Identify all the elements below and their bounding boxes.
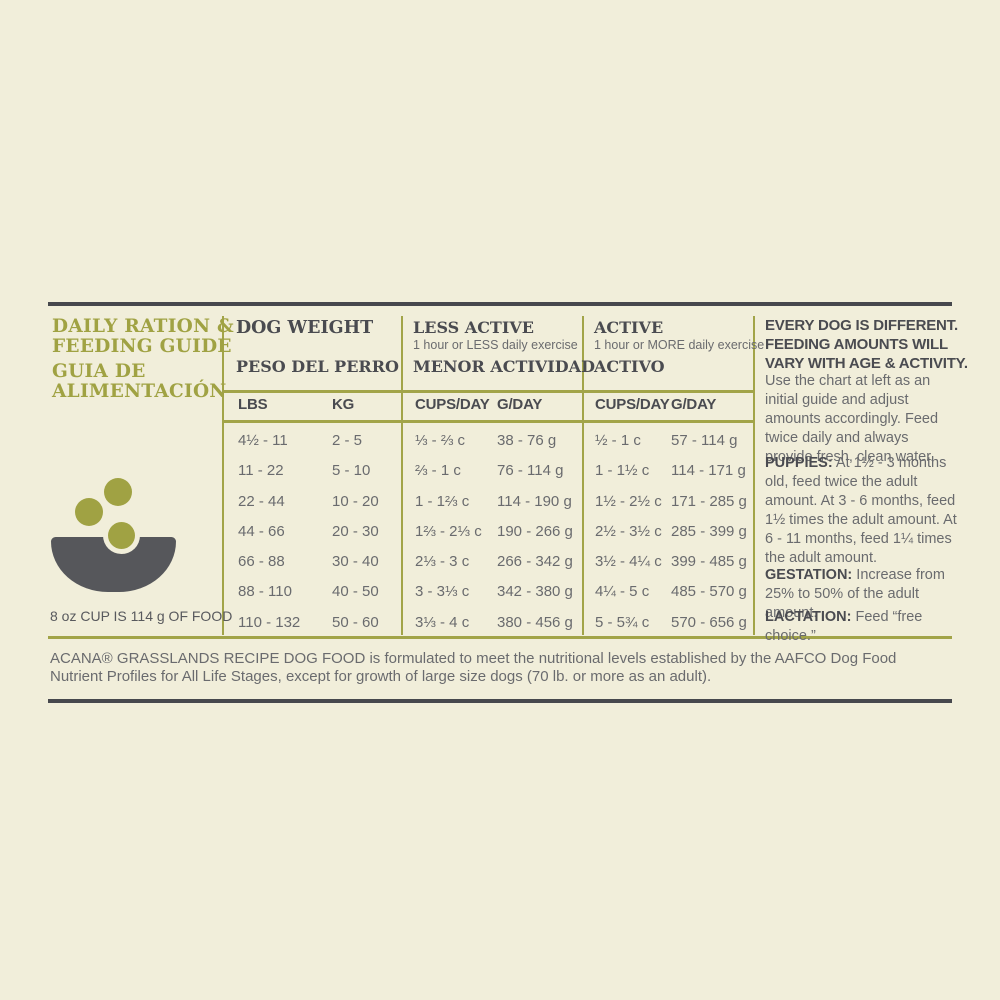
cell-lbs: 66 - 88	[238, 553, 285, 571]
cell-active-cups: 1½ - 2½ c	[595, 492, 662, 510]
kibble-circle-icon	[75, 498, 103, 526]
gestation-label: GESTATION:	[765, 567, 853, 583]
cell-less-active-cups: 1 - 1⅔ c	[415, 492, 470, 510]
lactation-paragraph: LACTATION: Feed “free choice.”	[765, 608, 957, 646]
cell-less-active-cups: 1⅔ - 2⅓ c	[415, 522, 482, 540]
column-separator	[401, 316, 403, 635]
bottom-rule	[48, 699, 952, 703]
cell-active-grams: 485 - 570 g	[671, 583, 747, 601]
active-header-en: ACTIVE	[594, 318, 664, 337]
cell-active-cups: 5 - 5¾ c	[595, 613, 650, 631]
advisory-heading-line1: EVERY DOG IS DIFFERENT.	[765, 317, 958, 334]
cell-kg: 40 - 50	[332, 583, 379, 601]
cell-lbs: 110 - 132	[238, 613, 301, 631]
aafco-statement: ACANA® GRASSLANDS RECIPE DOG FOOD is for…	[50, 650, 897, 685]
cell-less-active-grams: 342 - 380 g	[497, 583, 573, 601]
cell-lbs: 88 - 110	[238, 583, 292, 601]
cell-active-grams: 114 - 171 g	[671, 462, 746, 480]
top-rule	[48, 302, 952, 306]
cell-less-active-cups: ⅓ - ⅔ c	[415, 432, 466, 449]
lactation-label: LACTATION:	[765, 609, 852, 625]
cell-less-active-cups: 3 - 3⅓ c	[415, 583, 470, 601]
table-row: 44 - 66 20 - 30 1⅔ - 2⅓ c 190 - 266 g 2½…	[222, 518, 753, 548]
panel-subtitle-line2: ALIMENTACIÓN	[52, 380, 227, 402]
feeding-table-body: 4½ - 11 2 - 5 ⅓ - ⅔ c 38 - 76 g ½ - 1 c …	[222, 427, 753, 639]
cell-active-cups: 4¼ - 5 c	[595, 583, 650, 601]
subheader-divider-line	[222, 420, 753, 423]
cell-active-cups: ½ - 1 c	[595, 432, 641, 449]
advisory-heading-line2: FEEDING AMOUNTS WILL	[765, 336, 948, 353]
cell-less-active-grams: 380 - 456 g	[497, 613, 573, 631]
cell-lbs: 44 - 66	[238, 522, 285, 540]
header-divider-line	[222, 390, 753, 393]
active-note: 1 hour or MORE daily exercise	[594, 338, 765, 352]
table-row: 22 - 44 10 - 20 1 - 1⅔ c 114 - 190 g 1½ …	[222, 488, 753, 518]
less-active-note: 1 hour or LESS daily exercise	[413, 338, 578, 352]
col-header-g-day-active: G/DAY	[671, 396, 717, 413]
table-row: 110 - 132 50 - 60 3⅓ - 4 c 380 - 456 g 5…	[222, 609, 753, 639]
cell-kg: 50 - 60	[332, 613, 379, 631]
panel-subtitle-line1: GUIA DE	[52, 361, 146, 382]
cell-active-cups: 3½ - 4¼ c	[595, 553, 662, 571]
gestation-paragraph: GESTATION: Increase from 25% to 50% of t…	[765, 566, 957, 623]
table-row: 66 - 88 30 - 40 2⅓ - 3 c 266 - 342 g 3½ …	[222, 548, 753, 578]
dog-weight-header-es: PESO DEL PERRO	[236, 357, 399, 376]
column-separator	[222, 316, 224, 635]
panel-title-line1: DAILY RATION &	[52, 316, 235, 337]
puppies-label: PUPPIES:	[765, 455, 833, 471]
col-header-g-day-less-active: G/DAY	[497, 396, 543, 413]
col-header-lbs: LBS	[238, 396, 268, 413]
advisory-heading-line3: VARY WITH AGE & ACTIVITY.	[765, 355, 968, 372]
dog-weight-header-en: DOG WEIGHT	[236, 318, 374, 338]
kibble-circle-icon	[108, 522, 135, 549]
cell-lbs: 11 - 22	[238, 462, 284, 480]
puppies-paragraph: PUPPIES: At 1½ - 3 months old, feed twic…	[765, 454, 957, 568]
cell-active-cups: 1 - 1½ c	[595, 462, 650, 480]
table-bottom-line	[48, 636, 952, 639]
cell-less-active-grams: 114 - 190 g	[497, 492, 572, 510]
lactation-text: Feed “free choice.”	[765, 609, 923, 644]
table-row: 88 - 110 40 - 50 3 - 3⅓ c 342 - 380 g 4¼…	[222, 578, 753, 608]
cell-kg: 10 - 20	[332, 492, 379, 510]
cell-lbs: 22 - 44	[238, 492, 285, 510]
active-header-es: ACTIVO	[594, 357, 665, 376]
panel-title-line2: FEEDING GUIDE	[52, 335, 232, 357]
puppies-text: At 1½ - 3 months old, feed twice the adu…	[765, 455, 957, 566]
cell-less-active-grams: 190 - 266 g	[497, 522, 573, 540]
advisory-heading: EVERY DOG IS DIFFERENT. FEEDING AMOUNTS …	[765, 316, 968, 373]
col-header-kg: KG	[332, 396, 355, 413]
cell-lbs: 4½ - 11	[238, 432, 288, 449]
cell-less-active-cups: 3⅓ - 4 c	[415, 613, 470, 631]
column-separator	[582, 316, 584, 635]
gestation-text: Increase from 25% to 50% of the adult am…	[765, 567, 945, 621]
less-active-header-es: MENOR ACTIVIDAD	[413, 357, 595, 376]
less-active-header-en: LESS ACTIVE	[413, 318, 534, 337]
cell-active-grams: 570 - 656 g	[671, 613, 747, 631]
cell-kg: 20 - 30	[332, 522, 379, 540]
panel-subtitle: GUIA DE ALIMENTACIÓN	[52, 362, 227, 401]
cell-less-active-cups: 2⅓ - 3 c	[415, 553, 470, 571]
cell-kg: 30 - 40	[332, 553, 379, 571]
cell-active-cups: 2½ - 3½ c	[595, 522, 662, 540]
cell-less-active-grams: 266 - 342 g	[497, 553, 573, 571]
cell-active-grams: 399 - 485 g	[671, 553, 747, 571]
table-row: 11 - 22 5 - 10 ⅔ - 1 c 76 - 114 g 1 - 1½…	[222, 457, 753, 487]
cell-kg: 2 - 5	[332, 432, 363, 449]
col-header-cups-day-less-active: CUPS/DAY	[415, 396, 490, 413]
table-row: 4½ - 11 2 - 5 ⅓ - ⅔ c 38 - 76 g ½ - 1 c …	[222, 427, 753, 457]
cell-less-active-cups: ⅔ - 1 c	[415, 462, 461, 480]
cell-active-grams: 171 - 285 g	[671, 492, 747, 510]
cell-active-grams: 57 - 114 g	[671, 432, 738, 449]
cup-measure-note: 8 oz CUP IS 114 g OF FOOD	[50, 608, 233, 624]
col-header-cups-day-active: CUPS/DAY	[595, 396, 670, 413]
cell-active-grams: 285 - 399 g	[671, 522, 747, 540]
advisory-intro: Use the chart at left as an initial guid…	[765, 373, 939, 465]
panel-title: DAILY RATION & FEEDING GUIDE	[52, 317, 234, 356]
cell-kg: 5 - 10	[332, 462, 371, 480]
column-separator	[753, 316, 755, 635]
cell-less-active-grams: 76 - 114 g	[497, 462, 564, 480]
cell-less-active-grams: 38 - 76 g	[497, 432, 557, 449]
kibble-circle-icon	[104, 478, 132, 506]
